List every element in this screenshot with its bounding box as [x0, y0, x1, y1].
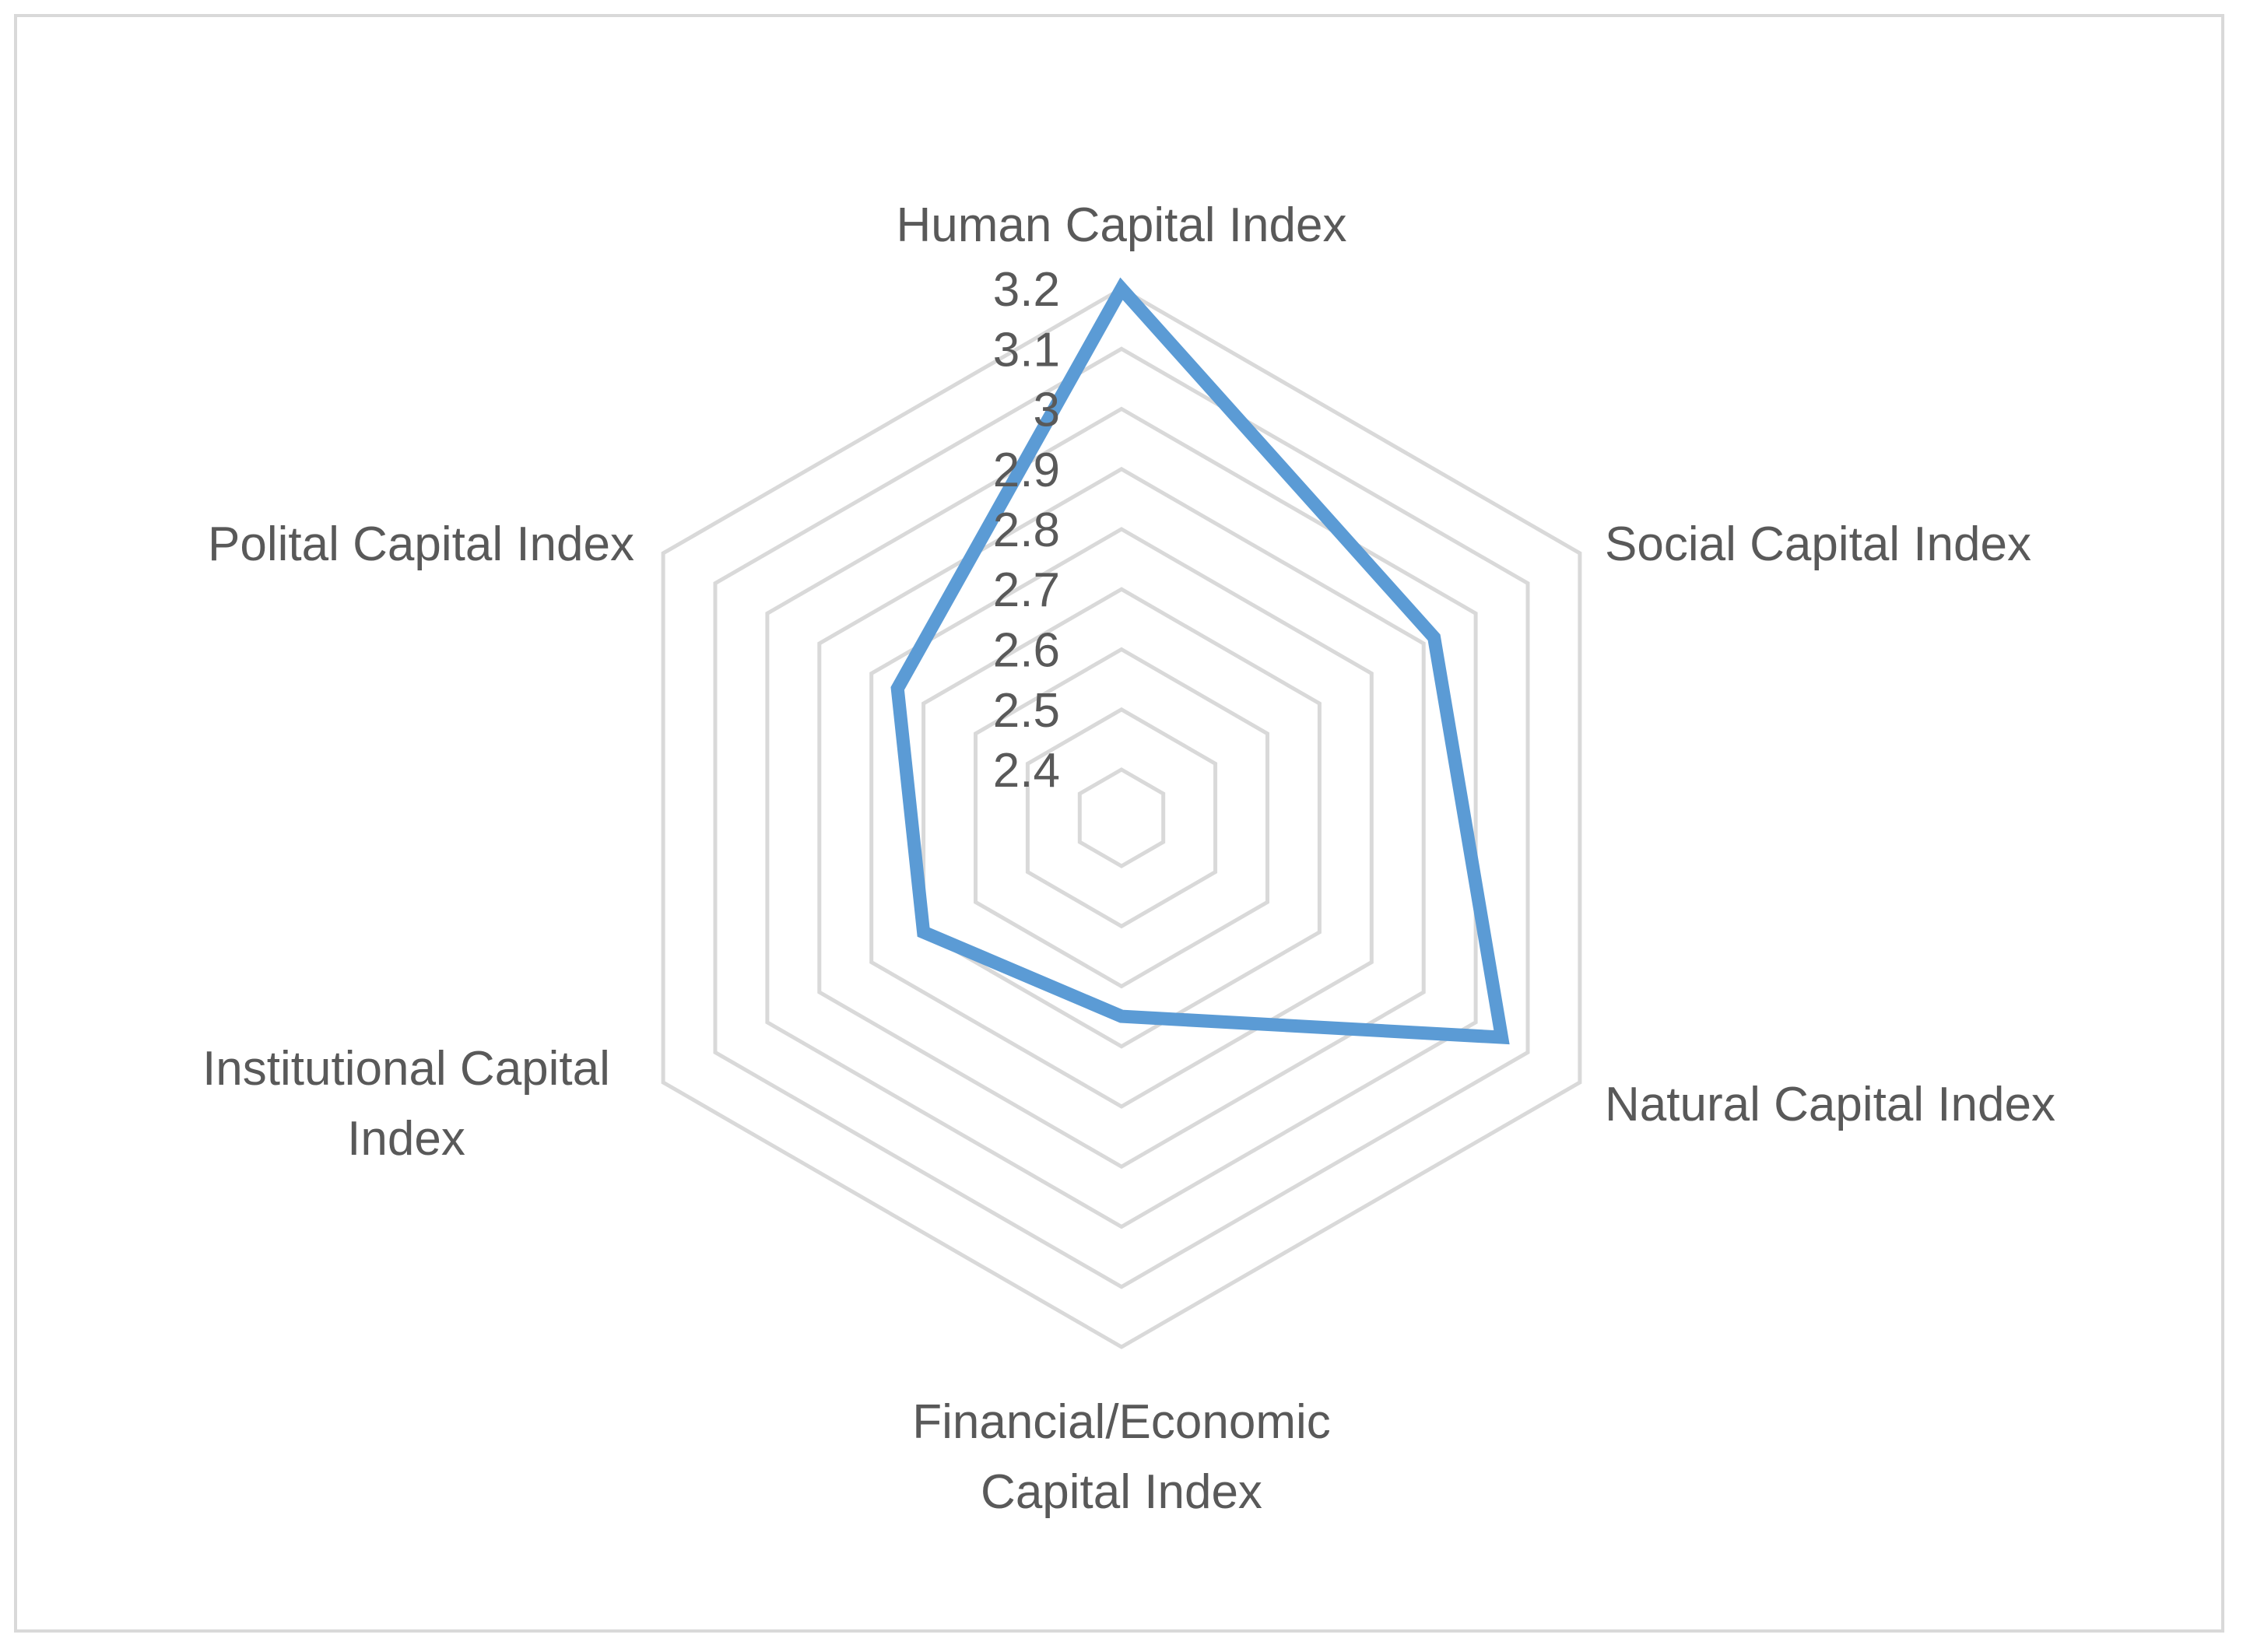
data-point	[1121, 1015, 1122, 1018]
grid-ring	[921, 587, 1322, 1049]
grid	[661, 286, 1582, 1349]
grid-ring	[713, 346, 1530, 1289]
series-line	[890, 277, 1510, 1045]
data-point	[1501, 1036, 1503, 1039]
tick-label: 2.6	[993, 624, 1060, 678]
tick-label: 2.9	[993, 444, 1060, 497]
tick-label: 2.8	[993, 503, 1060, 557]
grid-ring	[974, 647, 1269, 989]
grid-ring	[661, 286, 1582, 1349]
category-label: Financial/Economic Capital Index	[912, 1395, 1331, 1519]
grid-ring	[869, 527, 1374, 1109]
grid-ring	[817, 466, 1426, 1170]
category-label: Social Capital Index	[1605, 517, 2031, 571]
tick-label: 3.1	[993, 323, 1060, 377]
grid-ring	[1077, 767, 1166, 868]
grid-ring	[765, 406, 1478, 1229]
data-point	[897, 687, 899, 689]
data-point	[1433, 637, 1435, 639]
category-label: Human Capital Index	[897, 198, 1347, 252]
category-label: Polital Capital Index	[208, 517, 634, 571]
grid-ring	[1025, 707, 1218, 929]
series-layer	[890, 277, 1510, 1045]
category-label: Natural Capital Index	[1605, 1078, 2055, 1131]
category-labels: Human Capital Index Social Capital Index N…	[202, 198, 2055, 1519]
tick-label: 3	[1034, 384, 1060, 437]
tick-label: 2.4	[993, 744, 1060, 798]
tick-label: 2.5	[993, 684, 1060, 738]
category-label: Institutional Capital Index	[202, 1042, 610, 1166]
tick-label: 3.2	[993, 263, 1060, 317]
tick-label: 2.7	[993, 563, 1060, 617]
data-point	[1121, 288, 1122, 289]
data-point	[922, 931, 925, 933]
tick-labels: 2.4 2.5 2.6 2.7 2.8 2.9 3 3.1 3.2	[993, 263, 1060, 798]
